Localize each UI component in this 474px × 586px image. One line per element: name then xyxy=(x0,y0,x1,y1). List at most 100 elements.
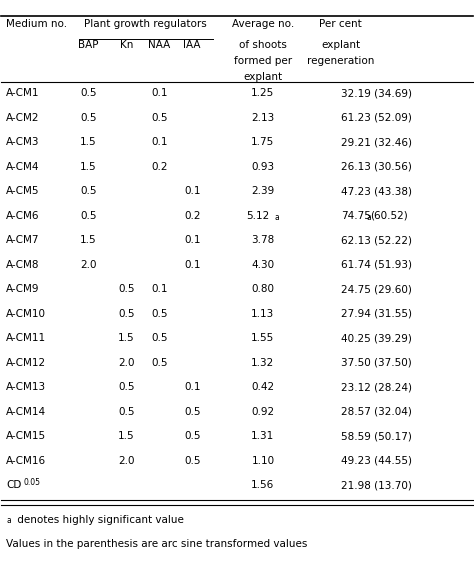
Text: 26.13 (30.56): 26.13 (30.56) xyxy=(341,162,411,172)
Text: A-CM2: A-CM2 xyxy=(6,113,40,123)
Text: 0.1: 0.1 xyxy=(184,186,201,196)
Text: 62.13 (52.22): 62.13 (52.22) xyxy=(341,235,411,246)
Text: 61.23 (52.09): 61.23 (52.09) xyxy=(341,113,411,123)
Text: 0.2: 0.2 xyxy=(184,211,201,221)
Text: of shoots: of shoots xyxy=(239,40,287,50)
Text: 28.57 (32.04): 28.57 (32.04) xyxy=(341,407,411,417)
Text: 1.56: 1.56 xyxy=(251,480,274,490)
Text: 0.1: 0.1 xyxy=(151,88,167,98)
Text: 0.05: 0.05 xyxy=(24,478,41,487)
Text: 0.5: 0.5 xyxy=(118,309,135,319)
Text: 1.25: 1.25 xyxy=(251,88,274,98)
Text: 4.30: 4.30 xyxy=(251,260,274,270)
Text: 1.75: 1.75 xyxy=(251,137,274,147)
Text: 2.0: 2.0 xyxy=(118,357,135,368)
Text: 0.5: 0.5 xyxy=(151,333,167,343)
Text: 0.1: 0.1 xyxy=(184,260,201,270)
Text: 0.5: 0.5 xyxy=(118,284,135,294)
Text: CD: CD xyxy=(6,480,21,490)
Text: a: a xyxy=(366,213,371,222)
Text: A-CM12: A-CM12 xyxy=(6,357,46,368)
Text: 3.78: 3.78 xyxy=(251,235,274,246)
Text: denotes highly significant value: denotes highly significant value xyxy=(14,515,183,524)
Text: Average no.: Average no. xyxy=(232,19,294,29)
Text: 2.0: 2.0 xyxy=(118,456,135,466)
Text: A-CM9: A-CM9 xyxy=(6,284,40,294)
Text: 0.1: 0.1 xyxy=(151,284,167,294)
Text: 1.5: 1.5 xyxy=(118,431,135,441)
Text: 0.5: 0.5 xyxy=(184,456,201,466)
Text: 0.5: 0.5 xyxy=(118,407,135,417)
Text: 0.1: 0.1 xyxy=(151,137,167,147)
Text: A-CM13: A-CM13 xyxy=(6,382,46,392)
Text: Per cent: Per cent xyxy=(319,19,362,29)
Text: 58.59 (50.17): 58.59 (50.17) xyxy=(341,431,411,441)
Text: 37.50 (37.50): 37.50 (37.50) xyxy=(341,357,411,368)
Text: 0.5: 0.5 xyxy=(151,357,167,368)
Text: 2.0: 2.0 xyxy=(80,260,97,270)
Text: explant: explant xyxy=(243,72,283,82)
Text: a: a xyxy=(275,213,280,222)
Text: formed per: formed per xyxy=(234,56,292,66)
Text: regeneration: regeneration xyxy=(307,56,374,66)
Text: 0.5: 0.5 xyxy=(80,113,97,123)
Text: A-CM8: A-CM8 xyxy=(6,260,40,270)
Text: 61.74 (51.93): 61.74 (51.93) xyxy=(341,260,411,270)
Text: 0.5: 0.5 xyxy=(151,113,167,123)
Text: Kn: Kn xyxy=(119,40,133,50)
Text: 0.1: 0.1 xyxy=(184,235,201,246)
Text: Medium no.: Medium no. xyxy=(6,19,67,29)
Text: 74.75: 74.75 xyxy=(341,211,371,221)
Text: A-CM3: A-CM3 xyxy=(6,137,40,147)
Text: A-CM6: A-CM6 xyxy=(6,211,40,221)
Text: A-CM11: A-CM11 xyxy=(6,333,46,343)
Text: 1.5: 1.5 xyxy=(80,137,97,147)
Text: 1.31: 1.31 xyxy=(251,431,274,441)
Text: 1.32: 1.32 xyxy=(251,357,274,368)
Text: 1.5: 1.5 xyxy=(80,235,97,246)
Text: 0.93: 0.93 xyxy=(251,162,274,172)
Text: 0.2: 0.2 xyxy=(151,162,167,172)
Text: 0.5: 0.5 xyxy=(184,431,201,441)
Text: (60.52): (60.52) xyxy=(370,211,408,221)
Text: 0.80: 0.80 xyxy=(251,284,274,294)
Text: 1.5: 1.5 xyxy=(80,162,97,172)
Text: A-CM4: A-CM4 xyxy=(6,162,40,172)
Text: 1.5: 1.5 xyxy=(118,333,135,343)
Text: 21.98 (13.70): 21.98 (13.70) xyxy=(341,480,411,490)
Text: 24.75 (29.60): 24.75 (29.60) xyxy=(341,284,411,294)
Text: 1.55: 1.55 xyxy=(251,333,274,343)
Text: Plant growth regulators: Plant growth regulators xyxy=(84,19,207,29)
Text: 32.19 (34.69): 32.19 (34.69) xyxy=(341,88,411,98)
Text: A-CM16: A-CM16 xyxy=(6,456,46,466)
Text: A-CM15: A-CM15 xyxy=(6,431,46,441)
Text: 0.5: 0.5 xyxy=(184,407,201,417)
Text: 0.1: 0.1 xyxy=(184,382,201,392)
Text: A-CM14: A-CM14 xyxy=(6,407,46,417)
Text: A-CM5: A-CM5 xyxy=(6,186,40,196)
Text: 0.5: 0.5 xyxy=(80,186,97,196)
Text: 0.92: 0.92 xyxy=(251,407,274,417)
Text: 29.21 (32.46): 29.21 (32.46) xyxy=(341,137,411,147)
Text: 27.94 (31.55): 27.94 (31.55) xyxy=(341,309,411,319)
Text: a: a xyxy=(6,516,11,526)
Text: 2.39: 2.39 xyxy=(251,186,274,196)
Text: 0.5: 0.5 xyxy=(80,211,97,221)
Text: 23.12 (28.24): 23.12 (28.24) xyxy=(341,382,411,392)
Text: A-CM1: A-CM1 xyxy=(6,88,40,98)
Text: 0.5: 0.5 xyxy=(118,382,135,392)
Text: NAA: NAA xyxy=(148,40,170,50)
Text: IAA: IAA xyxy=(183,40,201,50)
Text: 1.10: 1.10 xyxy=(251,456,274,466)
Text: 2.13: 2.13 xyxy=(251,113,274,123)
Text: BAP: BAP xyxy=(78,40,99,50)
Text: 47.23 (43.38): 47.23 (43.38) xyxy=(341,186,411,196)
Text: 49.23 (44.55): 49.23 (44.55) xyxy=(341,456,411,466)
Text: 5.12: 5.12 xyxy=(246,211,270,221)
Text: 0.42: 0.42 xyxy=(251,382,274,392)
Text: 0.5: 0.5 xyxy=(151,309,167,319)
Text: explant: explant xyxy=(321,40,360,50)
Text: 1.13: 1.13 xyxy=(251,309,274,319)
Text: A-CM10: A-CM10 xyxy=(6,309,46,319)
Text: A-CM7: A-CM7 xyxy=(6,235,40,246)
